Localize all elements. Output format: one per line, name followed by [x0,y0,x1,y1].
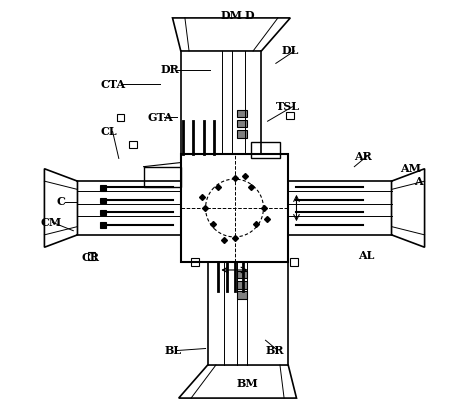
Text: AM: AM [400,163,421,174]
Text: CTA: CTA [100,79,125,89]
Text: GTA: GTA [148,111,174,123]
Text: CM: CM [40,217,61,228]
Text: CR: CR [82,252,99,263]
Bar [191,258,198,266]
Text: DM: DM [220,10,242,21]
Text: BM: BM [236,378,258,389]
Bar [88,252,95,260]
Bar [251,142,280,158]
Bar [144,167,181,187]
Bar [290,258,298,266]
Text: TSL: TSL [276,101,300,112]
Text: DR: DR [160,64,179,75]
Bar [100,185,106,191]
Text: BR: BR [265,345,284,356]
Bar [236,281,247,289]
Bar [129,141,136,148]
Text: BL: BL [164,345,182,356]
Bar [100,198,106,203]
Bar [181,154,288,262]
Bar [100,210,106,215]
Bar [286,112,294,119]
Text: A: A [414,176,423,187]
Bar [236,110,247,117]
Bar [236,292,247,299]
Text: DL: DL [282,45,299,57]
Bar [117,114,124,121]
Bar [236,120,247,127]
Bar [236,271,247,278]
Bar [100,223,106,228]
Bar [236,130,247,138]
Text: D: D [245,10,255,21]
Text: AL: AL [358,250,375,261]
Text: CL: CL [100,126,117,137]
Text: AR: AR [355,151,372,162]
Text: C: C [57,196,66,207]
